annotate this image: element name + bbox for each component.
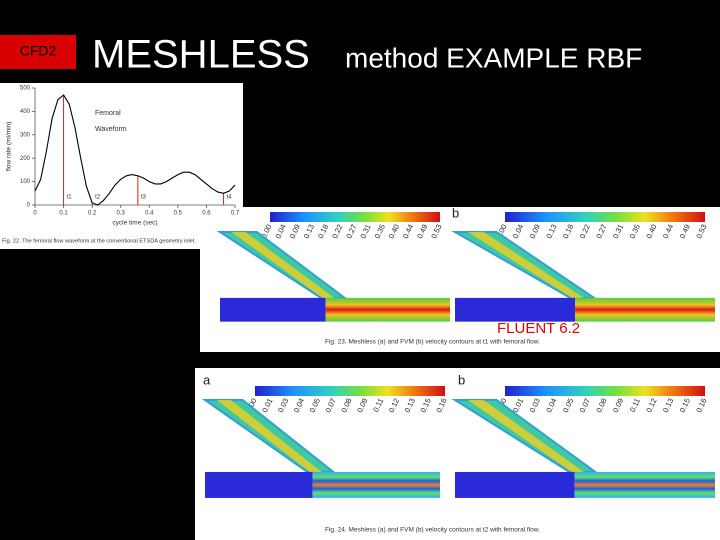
channel	[575, 297, 715, 322]
badge-box	[0, 35, 76, 69]
channel	[325, 297, 450, 322]
badge: CFD2	[20, 43, 57, 59]
caption: Fig. 24. Meshless (a) and FVM (b) veloci…	[325, 527, 540, 534]
time-marker-label: t3	[141, 195, 147, 201]
y-tick-label: 400	[20, 109, 31, 115]
inlet	[455, 471, 575, 498]
caption: Fig. 23. Meshless (a) and FVM (b) veloci…	[325, 339, 540, 346]
x-axis-label: cycle time (sec)	[112, 220, 157, 227]
time-marker-label: t4	[227, 195, 233, 201]
y-tick-label: 200	[20, 156, 31, 162]
title-main: MESHLESS	[92, 33, 310, 77]
x-tick-label: 0.3	[117, 211, 126, 217]
y-axis-label: flow rate (ml/min)	[6, 122, 13, 172]
y-tick-label: 100	[20, 179, 31, 185]
waveform-line	[34, 94, 236, 206]
time-marker-label: t1	[67, 195, 73, 201]
colorbar	[255, 386, 445, 396]
y-tick-label: 300	[20, 132, 31, 138]
x-tick-label: 0.6	[202, 211, 211, 217]
x-tick-label: 0	[33, 211, 37, 217]
channel	[312, 471, 440, 498]
x-tick-label: 0.5	[174, 211, 183, 217]
x-tick-label: 0.2	[88, 211, 97, 217]
colorbar	[505, 212, 705, 222]
inlet	[220, 297, 326, 322]
panel-label: b	[458, 372, 465, 387]
title-rest: method EXAMPLE RBF	[345, 42, 642, 73]
x-tick-label: 0.1	[59, 211, 68, 217]
colorbar	[505, 386, 705, 396]
branch-core	[468, 400, 584, 472]
branch-core	[231, 232, 335, 298]
channel	[574, 471, 715, 498]
panel-label: a	[203, 372, 211, 387]
branch-core	[216, 400, 322, 472]
y-tick-label: 0	[27, 203, 31, 209]
colorbar	[270, 212, 440, 222]
inlet	[205, 471, 313, 498]
inlet	[455, 297, 576, 322]
caption: Fig. 22. The femoral flow waveform at th…	[2, 238, 196, 244]
x-tick-label: 0.4	[145, 211, 154, 217]
branch-core	[468, 232, 584, 298]
time-marker-label: t2	[95, 195, 101, 201]
y-tick-label: 500	[20, 86, 31, 92]
overlay-label: FLUENT 6.2	[497, 320, 580, 337]
panel-label: b	[452, 205, 459, 220]
legend-text: Femoral	[95, 110, 121, 117]
x-tick-label: 0.7	[231, 211, 240, 217]
legend-text: Waveform	[95, 126, 127, 133]
